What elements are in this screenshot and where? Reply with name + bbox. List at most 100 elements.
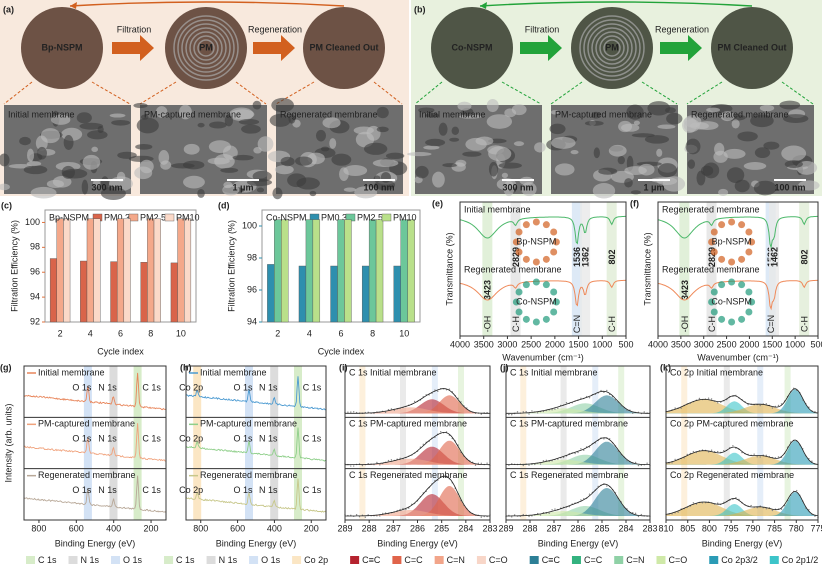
raw-point [771,407,774,409]
bar [298,265,307,323]
x-tick-label: 1000 [592,339,612,349]
legend-swatch [164,556,174,564]
sem-texture [592,182,616,199]
peak-band [431,366,438,520]
zoom-line [414,81,443,105]
sem-texture [696,170,706,186]
legend-swatch [476,556,486,564]
sem-texture [26,161,42,167]
raw-point [539,463,542,465]
y-axis-label: Intensity (arb. units) [3,403,13,482]
sem-texture [501,172,508,179]
raw-point [765,454,768,457]
sem-texture [683,119,700,133]
legend-label: PM2.5 [357,212,383,222]
raw-point [588,446,591,448]
molecule-node [710,288,718,296]
raw-point [620,405,622,407]
raw-point [640,464,643,466]
raw-point [780,508,783,510]
bar [337,219,345,323]
y-axis-label: Transmittance (%) [444,232,454,305]
x-tick-label: 4 [307,328,312,338]
sem-texture [220,167,239,173]
peak-label: 2829 [707,247,717,267]
xps-spectrum [185,427,327,462]
sem-texture [272,187,283,200]
sem-texture [229,109,255,120]
raw-point [580,448,582,450]
sem-texture [0,183,10,191]
x-tick-label: 790 [745,523,760,533]
raw-point [814,410,816,413]
sem-texture [666,112,683,125]
raw-point [574,452,576,455]
raw-point [640,513,643,516]
sem-texture [488,161,499,177]
molecule-node [532,318,540,326]
raw-point [680,407,682,409]
molecule-node [522,255,530,263]
x-tick-label: 6 [118,328,123,338]
raw-point [707,397,710,399]
sem-texture [135,143,153,150]
molecule-node [718,255,726,263]
arrow-head [480,2,487,9]
band-label: C-H [607,316,617,332]
raw-point [756,456,758,458]
fit-component [506,408,650,414]
xps-spectrum [23,372,167,411]
membrane-photo [711,7,793,89]
sem-texture [183,175,205,189]
peak-band [133,366,142,520]
sem-texture [91,146,99,153]
sem-texture [513,141,525,147]
molecule-node [552,238,560,246]
raw-point [551,409,553,411]
peak-label: O 1s [72,434,92,444]
molecule-node [728,318,736,326]
y-tick-label: 96 [30,267,40,277]
peak-label: N 1s [98,434,117,444]
x-tick-label: 400 [267,523,282,533]
sem-texture [27,148,35,162]
sem-texture [633,120,640,126]
row-title: PM-captured membrane [38,419,135,429]
legend-label: C 1s [176,555,195,565]
raw-point [632,463,634,465]
legend-swatch [111,556,121,564]
sem-texture [23,165,48,175]
row-title: Initial membrane [38,367,105,377]
sem-texture [718,188,729,196]
raw-point [522,513,524,516]
x-axis-label: Binding Energy (eV) [377,538,458,548]
legend-swatch [769,556,779,564]
raw-point [390,459,393,461]
sem-texture [656,148,663,157]
sem-texture [647,101,671,116]
panel-label: (c) [1,200,12,210]
bar [330,265,338,323]
peak-band [784,366,791,520]
y-tick-label: 100 [25,217,40,227]
x-tick-label: 800 [702,523,717,533]
molecule-node [515,248,523,256]
x-tick-label: 2500 [521,339,541,349]
legend-label: Co 2p3/2 [721,555,758,565]
sem-texture [754,147,771,159]
molecule-node [708,298,716,306]
zoom-line [139,81,177,105]
pm-ring [583,19,641,77]
return-arrow [479,1,753,7]
raw-point [548,512,550,515]
legend-label: PM0.3 [321,212,347,222]
molecule-node [745,248,753,256]
raw-point [750,504,752,507]
x-tick-label: 284 [618,523,633,533]
fit-component [345,395,490,414]
inset-label: Co-NSPM [516,296,557,306]
sem-texture [550,136,576,149]
x-tick-label: 289 [337,523,352,533]
peak-band [606,202,617,336]
panel-label: (f) [630,198,639,208]
